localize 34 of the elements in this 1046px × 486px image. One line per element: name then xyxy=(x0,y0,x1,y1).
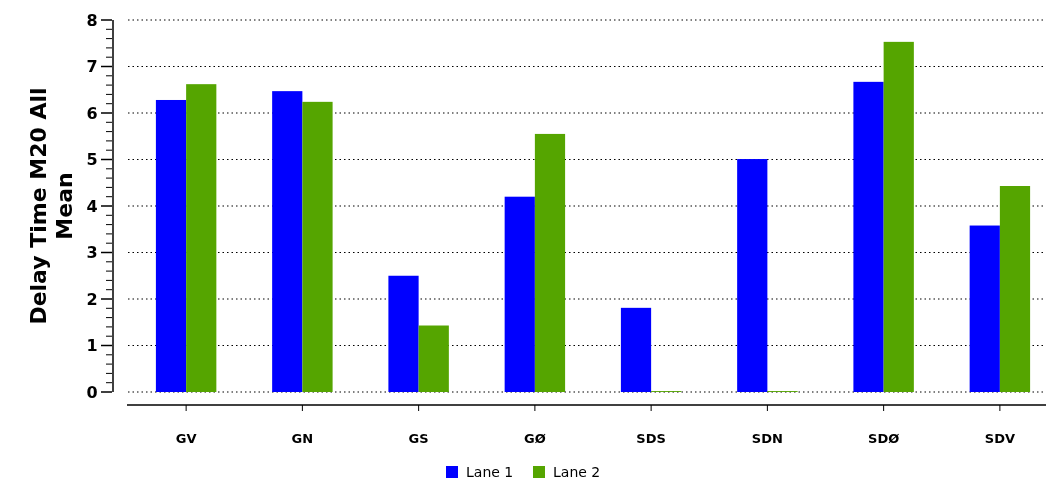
y-tick-label: 0 xyxy=(86,382,98,402)
y-tick-label: 6 xyxy=(86,103,98,123)
y-tick-label: 5 xyxy=(86,150,98,170)
x-tick-label: SDV xyxy=(984,431,1015,446)
bar xyxy=(853,81,884,392)
y-tick-label: 8 xyxy=(86,10,98,30)
legend-label: Lane 1 xyxy=(466,464,514,480)
y-tick-label: 7 xyxy=(86,57,98,77)
bar xyxy=(534,133,566,392)
y-axis-title: Delay Time M20 All Mean xyxy=(26,87,77,325)
x-tick-label: SDN xyxy=(751,431,783,446)
bar xyxy=(388,275,419,392)
bar xyxy=(883,41,914,392)
x-tick-label: SDØ xyxy=(868,431,900,446)
x-tick-label: GV xyxy=(175,431,197,446)
y-tick-label: 4 xyxy=(86,196,98,216)
bar xyxy=(969,225,1000,392)
x-tick-label: SDS xyxy=(636,431,666,446)
y-tick-label: 3 xyxy=(86,243,98,263)
bar xyxy=(302,101,333,392)
x-tick-label: GN xyxy=(291,431,314,446)
legend-label: Lane 2 xyxy=(553,464,601,480)
y-tick-label: 2 xyxy=(86,289,98,309)
bar xyxy=(737,159,768,392)
bar xyxy=(999,186,1031,392)
bar xyxy=(620,307,652,392)
x-tick-label: GS xyxy=(408,431,429,446)
bar xyxy=(186,84,217,392)
bar xyxy=(418,325,449,392)
y-tick-label: 1 xyxy=(86,336,98,356)
bar xyxy=(272,91,303,392)
bar xyxy=(504,196,535,392)
bar xyxy=(155,99,187,392)
x-tick-label: GØ xyxy=(524,431,546,446)
